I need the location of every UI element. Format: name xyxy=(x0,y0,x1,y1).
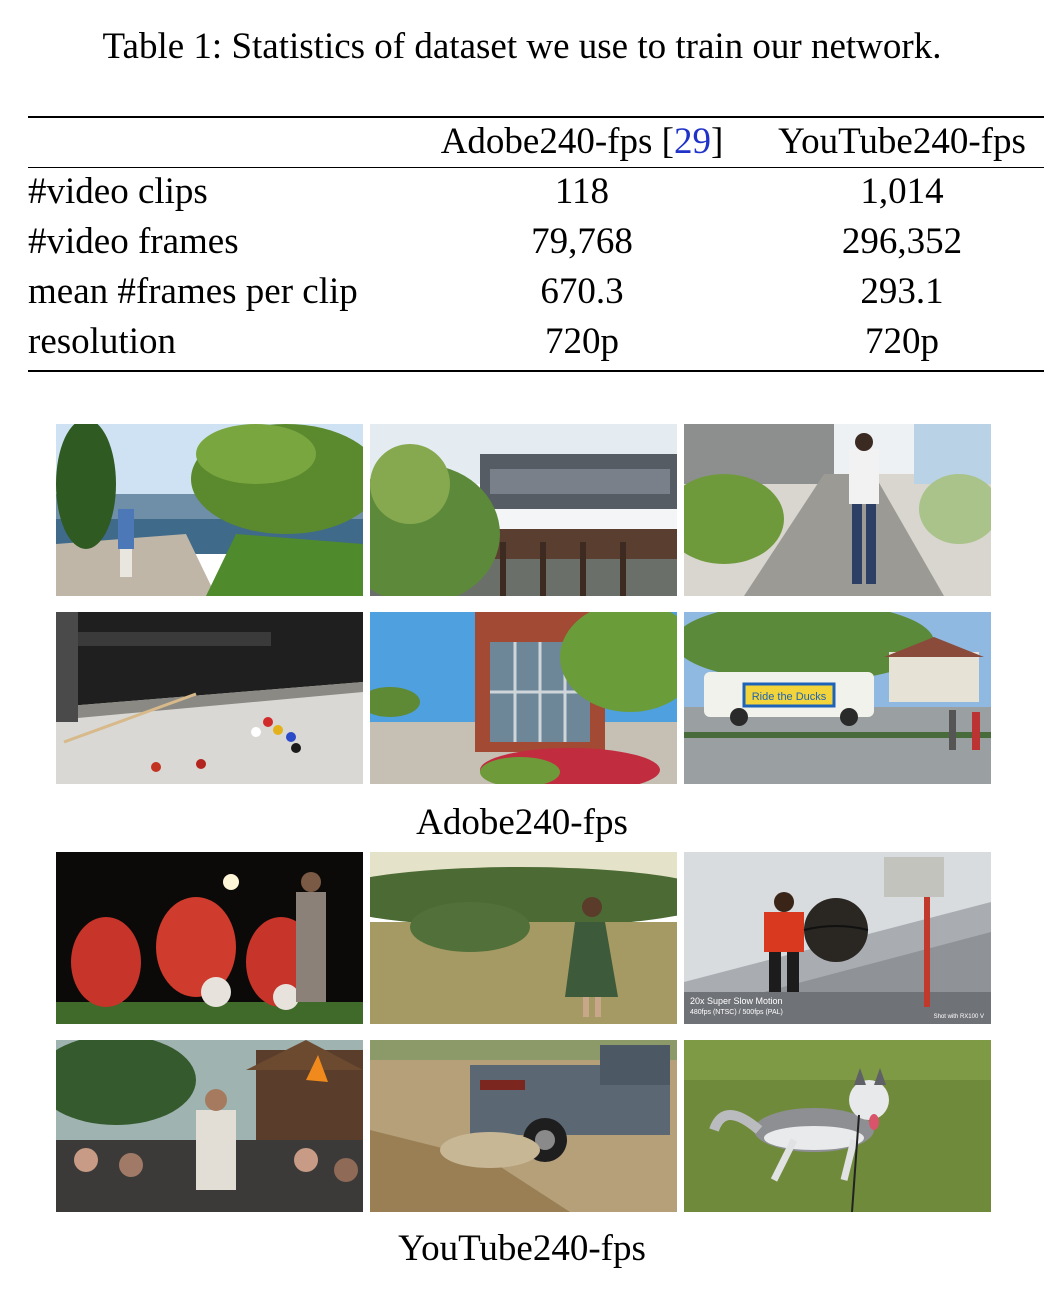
row-label: resolution xyxy=(28,321,176,362)
row-label: #video clips xyxy=(28,171,208,212)
adobe-figure-label: Adobe240-fps xyxy=(416,802,628,843)
table-top-rule xyxy=(28,116,1044,118)
table-caption: Table 1: Statistics of dataset we use to… xyxy=(102,26,942,67)
row-youtube-value: 293.1 xyxy=(860,271,944,312)
table-bottom-rule xyxy=(28,370,1044,372)
youtube-frame-pickup-truck xyxy=(370,1040,677,1212)
row-youtube-value: 720p xyxy=(865,321,939,362)
youtube-figure-label: YouTube240-fps xyxy=(398,1228,646,1269)
adobe-frame-billiards xyxy=(56,612,363,784)
row-adobe-value: 79,768 xyxy=(531,221,633,262)
youtube-frame-football-night xyxy=(56,852,363,1024)
header-youtube: YouTube240-fps xyxy=(778,121,1026,162)
adobe-frame-walking-man xyxy=(684,424,991,596)
row-adobe-value: 720p xyxy=(545,321,619,362)
youtube-overlay-right: Shot with RX100 V xyxy=(934,1014,984,1020)
citation-close: ] xyxy=(710,121,724,162)
youtube-frame-woman-field xyxy=(370,852,677,1024)
adobe-frame-dam-waterfall xyxy=(370,424,677,596)
header-adobe: Adobe240-fps [29] xyxy=(420,120,744,164)
row-adobe-value: 118 xyxy=(554,171,610,212)
youtube-frame-basketball: 20x Super Slow Motion 480fps (NTSC) / 50… xyxy=(684,852,991,1024)
citation-open: [ xyxy=(652,121,674,162)
header-adobe-name: Adobe240-fps xyxy=(440,121,653,162)
youtube-frame-fire-performer xyxy=(56,1040,363,1212)
duck-sign-text: Ride the Ducks xyxy=(752,691,827,703)
adobe-frame-brick-building xyxy=(370,612,677,784)
row-youtube-value: 296,352 xyxy=(841,221,963,262)
row-youtube-value: 1,014 xyxy=(860,171,944,212)
row-label: #video frames xyxy=(28,221,239,262)
row-adobe-value: 670.3 xyxy=(540,271,624,312)
youtube-frame-husky xyxy=(684,1040,991,1212)
adobe-frame-duck-boat: Ride the Ducks xyxy=(684,612,991,784)
citation-link[interactable]: 29 xyxy=(673,121,711,162)
row-label: mean #frames per clip xyxy=(28,271,358,312)
adobe-frame-lakeside-path xyxy=(56,424,363,596)
youtube-overlay-line1: 20x Super Slow Motion xyxy=(690,996,783,1006)
youtube-overlay-line2: 480fps (NTSC) / 500fps (PAL) xyxy=(690,1009,783,1016)
table-header-rule xyxy=(28,167,1044,168)
